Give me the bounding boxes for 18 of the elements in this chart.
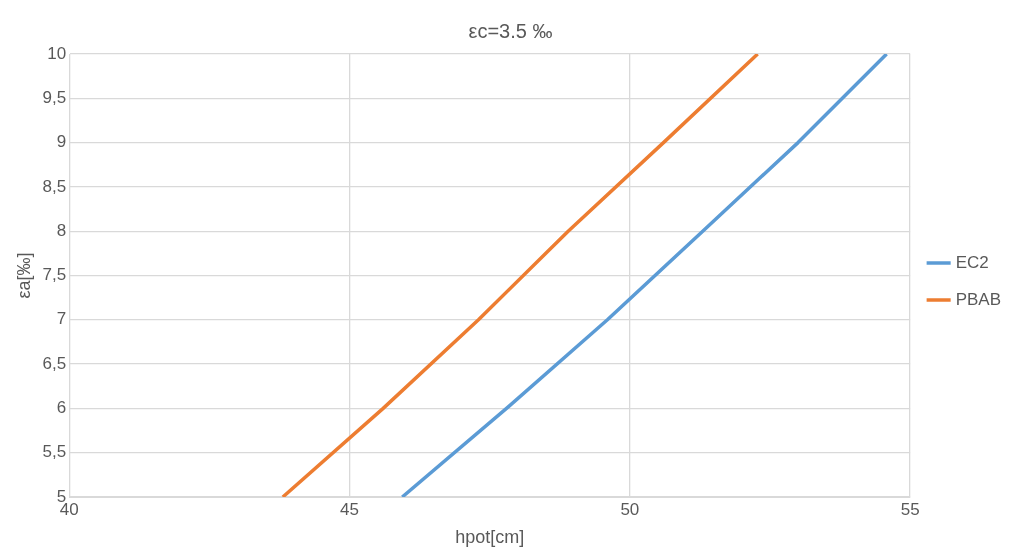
x-axis-title: hpot[cm] bbox=[455, 527, 525, 548]
x-tick-label: 45 bbox=[340, 499, 359, 519]
x-tick-label: 50 bbox=[620, 499, 640, 519]
y-tick-label: 8,5 bbox=[42, 176, 67, 196]
legend-label: PBAB bbox=[955, 289, 1001, 309]
y-tick-label: 9,5 bbox=[42, 87, 67, 107]
y-tick-label: 6,5 bbox=[42, 353, 67, 373]
y-tick-label: 6 bbox=[56, 398, 67, 418]
y-tick-label: 7 bbox=[56, 309, 67, 329]
y-tick-label: 7,5 bbox=[42, 265, 67, 285]
y-tick-label: 9 bbox=[56, 132, 67, 152]
y-axis-title: εa[‰] bbox=[13, 252, 34, 299]
y-tick-label: 10 bbox=[47, 43, 67, 63]
chart-title: εc=3.5 ‰ bbox=[468, 19, 553, 42]
legend-label: EC2 bbox=[955, 252, 989, 272]
y-tick-label: 5,5 bbox=[42, 442, 67, 462]
y-tick-label: 8 bbox=[56, 220, 67, 240]
x-tick-label: 55 bbox=[900, 499, 920, 519]
